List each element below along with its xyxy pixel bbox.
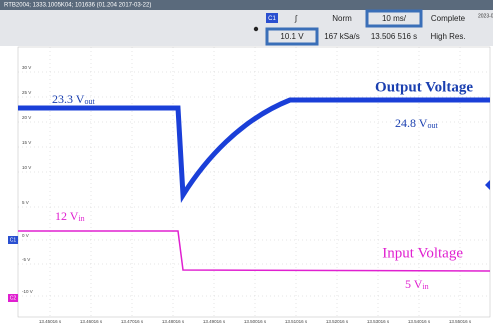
y-label: 0 V	[22, 233, 29, 238]
status: Complete	[431, 14, 466, 23]
x-label: 13.55016 s	[449, 319, 472, 324]
x-label: 13.47016 s	[121, 319, 144, 324]
title: RTB2004; 1333.1005K04; 101636 (01.204 20…	[4, 3, 151, 9]
toolbar	[0, 10, 493, 46]
y-label: 25 V	[22, 90, 31, 95]
y-label: 5 V	[22, 200, 29, 205]
channel: C1	[268, 16, 276, 22]
x-label: 13.49016 s	[203, 319, 226, 324]
x-label: 13.48016 s	[162, 319, 185, 324]
annotation: Input Voltage	[382, 245, 463, 261]
x-label: 13.53016 s	[367, 319, 390, 324]
level: 10.1 V	[280, 32, 304, 41]
x-label: 13.50016 s	[244, 319, 267, 324]
x-label: 13.52016 s	[326, 319, 349, 324]
y-label: 15 V	[22, 140, 31, 145]
x-label: 13.45016 s	[39, 319, 62, 324]
acquisition: High Res.	[430, 32, 465, 41]
x-label: 13.51016 s	[285, 319, 308, 324]
timebase: 10 ms/	[382, 14, 407, 23]
y-label: -10 V	[22, 289, 33, 294]
scope-screen: RTB2004; 1333.1005K04; 101636 (01.204 20…	[0, 0, 493, 329]
sample-rate: 167 kSa/s	[324, 32, 360, 41]
c1-marker: C1	[10, 237, 17, 243]
x-label: 13.46016 s	[80, 319, 103, 324]
mode: Norm	[332, 14, 352, 23]
annotation: Output Voltage	[375, 79, 473, 95]
x-label: 13.54016 s	[408, 319, 431, 324]
dot	[254, 27, 258, 31]
y-label: 20 V	[22, 115, 31, 120]
c2-marker: C2	[10, 295, 17, 301]
y-label: 10 V	[22, 165, 31, 170]
position: 13.506 516 s	[371, 32, 417, 41]
y-label: 30 V	[22, 65, 31, 70]
y-label: -5 V	[22, 257, 30, 262]
date: 2023-0	[478, 13, 493, 19]
